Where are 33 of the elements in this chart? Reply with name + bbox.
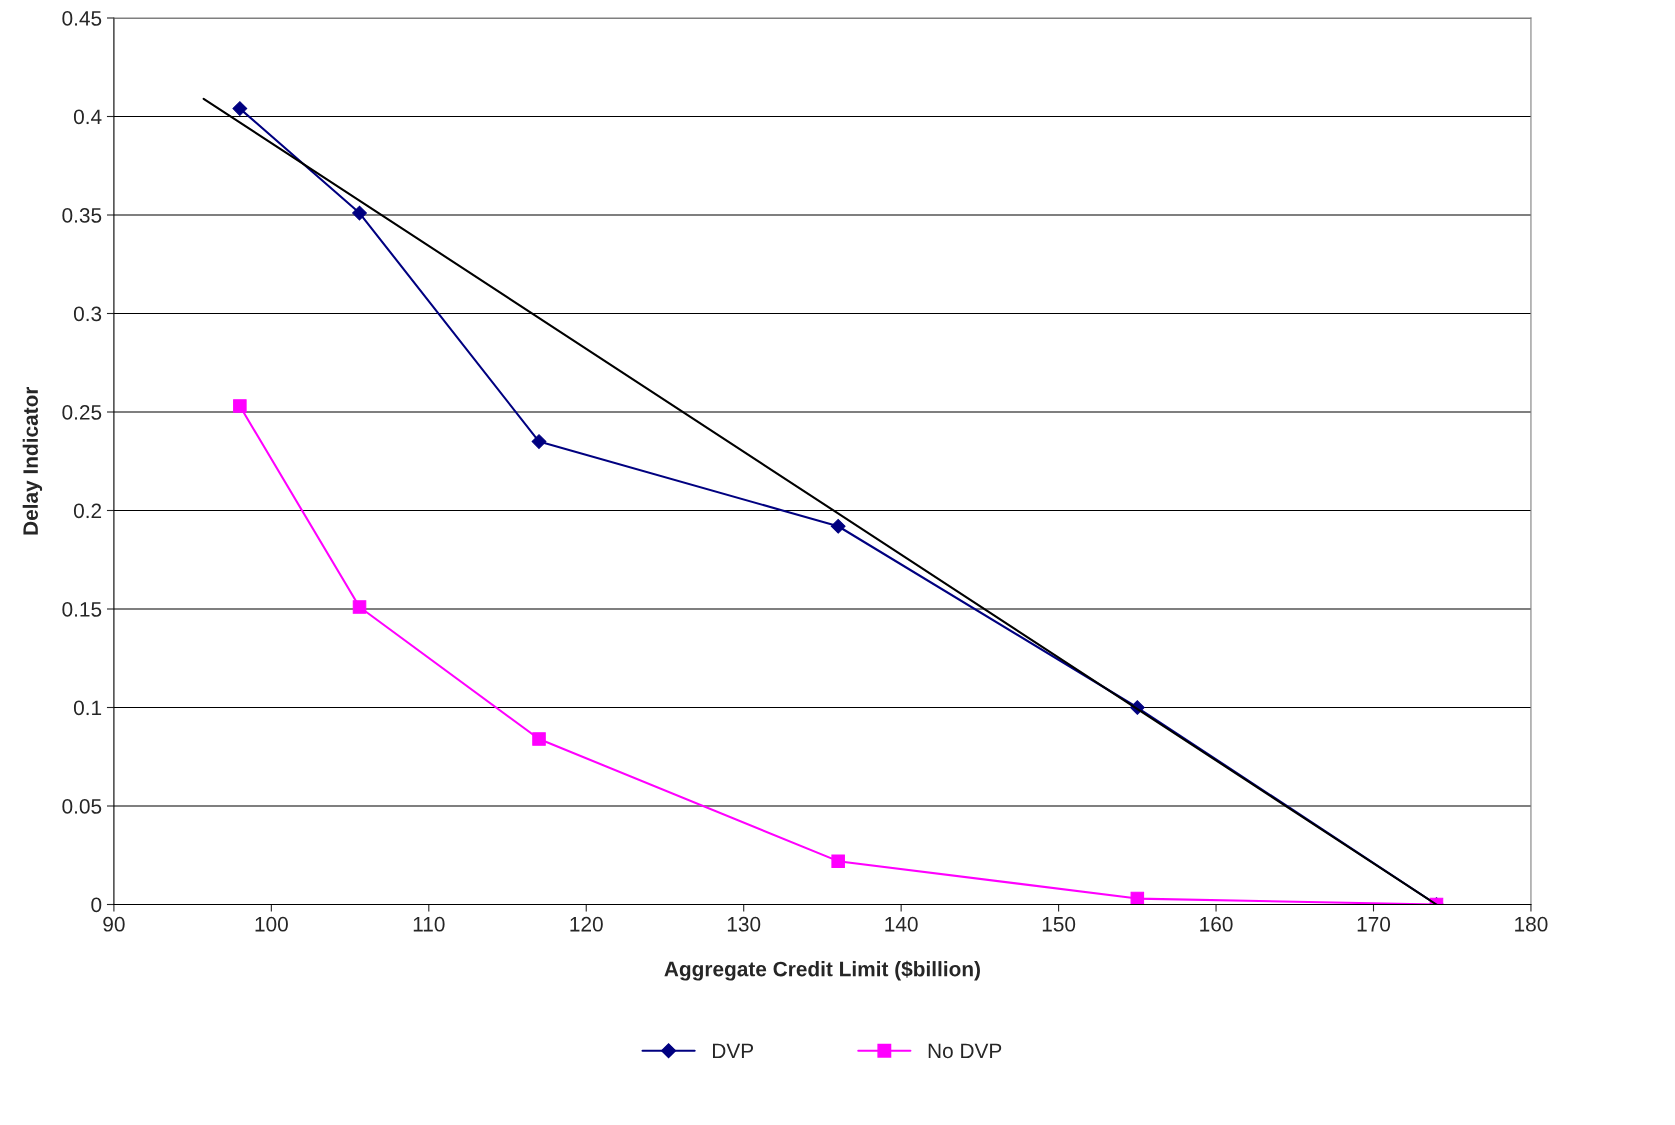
y-tick-label: 0.3 — [73, 306, 102, 322]
y-tick-label: 0.05 — [62, 799, 102, 814]
legend-label: No DVP — [928, 1043, 1002, 1059]
x-axis-title: Aggregate Credit Limit ($billion) — [664, 960, 980, 981]
x-tick-label: 180 — [1515, 916, 1548, 932]
y-tick-label: 0 — [91, 897, 102, 913]
x-tick-label: 170 — [1357, 916, 1391, 932]
y-tick-label: 0.4 — [73, 109, 102, 125]
x-tick-label: 100 — [255, 916, 288, 932]
y-tick-label: 0.35 — [62, 208, 102, 223]
point — [532, 732, 546, 746]
y-tick-label: 0.45 — [62, 11, 102, 26]
point — [352, 600, 367, 614]
legend-label: DVP — [713, 1043, 754, 1059]
point — [352, 205, 367, 221]
point — [531, 434, 547, 449]
y-tick-label: 0.25 — [62, 405, 102, 420]
x-tick-label: 140 — [885, 916, 918, 932]
y-axis-title: Delay Indicator — [22, 386, 43, 535]
x-tick-label: 150 — [1042, 916, 1076, 932]
x-tick-label: 120 — [570, 916, 603, 932]
y-tick-label: 0.15 — [62, 602, 102, 617]
x-tick-label: 110 — [413, 916, 445, 932]
y-tick-label: 0.1 — [73, 700, 102, 716]
x-tick-label: 130 — [727, 916, 761, 932]
y-tick-label: 0.2 — [73, 503, 102, 519]
point — [1130, 891, 1145, 905]
point — [831, 854, 845, 868]
point — [232, 101, 248, 117]
x-tick-label: 160 — [1200, 916, 1233, 932]
point — [830, 518, 846, 534]
point — [233, 399, 247, 413]
x-tick-label: 90 — [103, 916, 125, 932]
